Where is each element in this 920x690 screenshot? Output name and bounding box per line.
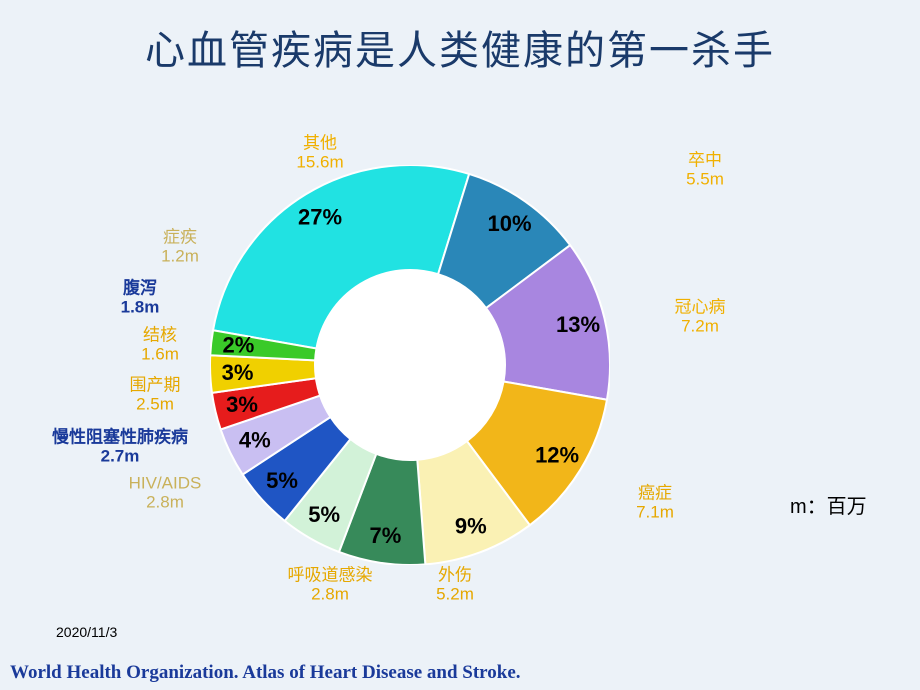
slice-percent: 3% — [222, 360, 254, 385]
slice-percent: 12% — [535, 442, 579, 467]
slice-label-value: 5.5m — [686, 170, 724, 189]
slice-label-value: 2.8m — [288, 585, 373, 604]
slice-percent: 4% — [239, 428, 271, 453]
slice-label-value: 5.2m — [436, 585, 474, 604]
slice-percent: 27% — [298, 205, 342, 230]
slice-label-name: 癌症 — [636, 484, 674, 503]
slice-label-name: HIV/AIDS — [129, 474, 202, 493]
slice-percent: 3% — [226, 392, 258, 417]
slice-label-name: 围产期 — [130, 376, 181, 395]
slice-label-name: 卒中 — [686, 151, 724, 170]
slice-label: 症疾1.2m — [161, 228, 199, 265]
slice-label-name: 慢性阻塞性肺疾病 — [52, 428, 188, 447]
slice-percent: 10% — [488, 211, 532, 236]
slice-percent: 2% — [222, 333, 254, 358]
slice-label: 冠心病7.2m — [675, 298, 726, 335]
slice-label: 外伤5.2m — [436, 566, 474, 603]
slice-label-value: 2.8m — [129, 493, 202, 512]
donut-chart-container: 27%10%13%12%9%7%5%5%4%3%3%2% 其他15.6m卒中5.… — [0, 105, 920, 625]
slice-label: 腹泻1.8m — [121, 279, 160, 316]
donut-hole — [315, 270, 505, 460]
slice-label-value: 7.1m — [636, 503, 674, 522]
slice-label: 癌症7.1m — [636, 484, 674, 521]
slice-label: 卒中5.5m — [686, 151, 724, 188]
slice-percent: 7% — [369, 523, 401, 548]
footer-date: 2020/11/3 — [56, 624, 117, 640]
slice-label: 其他15.6m — [296, 134, 343, 171]
slice-label-name: 冠心病 — [675, 298, 726, 317]
slice-label-name: 外伤 — [436, 566, 474, 585]
slice-label-value: 1.6m — [141, 345, 179, 364]
slice-label-value: 2.7m — [52, 447, 188, 466]
slice-label-name: 腹泻 — [121, 279, 160, 298]
slice-label-value: 1.2m — [161, 247, 199, 266]
slice-label: 慢性阻塞性肺疾病2.7m — [52, 428, 188, 465]
donut-chart: 27%10%13%12%9%7%5%5%4%3%3%2% — [210, 165, 610, 565]
page-title: 心血管疾病是人类健康的第一杀手 — [0, 18, 920, 76]
legend-note: m：百万 — [790, 490, 867, 519]
slice-percent: 13% — [556, 312, 600, 337]
slice-label-name: 结核 — [141, 326, 179, 345]
slice-label-value: 2.5m — [130, 395, 181, 414]
slice-label-name: 其他 — [296, 134, 343, 153]
slice-label-name: 呼吸道感染 — [288, 566, 373, 585]
slice-label: 结核1.6m — [141, 326, 179, 363]
slice-label-value: 7.2m — [675, 317, 726, 336]
slice-percent: 5% — [308, 502, 340, 527]
slice-percent: 5% — [266, 468, 298, 493]
footer-source: World Health Organization. Atlas of Hear… — [10, 662, 521, 684]
slice-label-value: 15.6m — [296, 153, 343, 172]
slice-label: HIV/AIDS2.8m — [129, 474, 202, 511]
slice-label-value: 1.8m — [121, 298, 160, 317]
slice-label-name: 症疾 — [161, 228, 199, 247]
slice-label: 呼吸道感染2.8m — [288, 566, 373, 603]
slice-percent: 9% — [455, 514, 487, 539]
slice-label: 围产期2.5m — [130, 376, 181, 413]
